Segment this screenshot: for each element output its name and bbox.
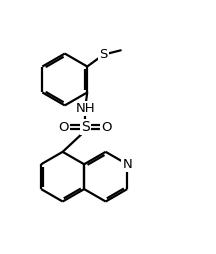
Text: S: S — [81, 120, 89, 134]
Text: S: S — [99, 48, 108, 61]
Text: O: O — [58, 120, 69, 134]
Text: O: O — [102, 120, 112, 134]
Text: NH: NH — [75, 102, 95, 115]
Text: N: N — [122, 158, 132, 171]
